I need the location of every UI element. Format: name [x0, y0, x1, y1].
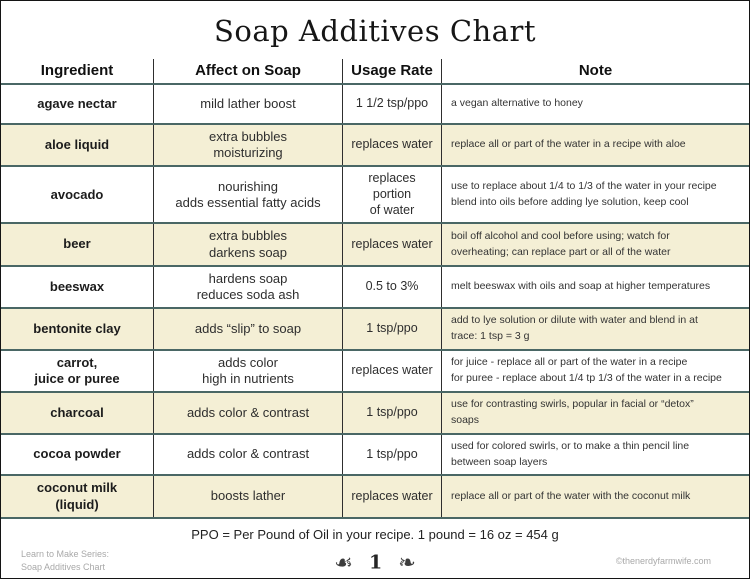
usage-cell: replaces water: [343, 350, 442, 392]
table-row-beer: beer extra bubbles darkens soap replaces…: [1, 224, 749, 267]
ingredient-cell: bentonite clay: [1, 309, 154, 349]
series-label-line1: Learn to Make Series:: [21, 548, 110, 559]
page-number: 1: [368, 551, 383, 574]
note-cell: for juice - replace all or part of the w…: [451, 356, 722, 385]
affect-cell: adds “slip” to soap: [154, 309, 343, 349]
affect-cell: mild lather boost: [154, 84, 343, 123]
usage-cell: replaces water: [343, 224, 442, 265]
page-number-ornament: ☙ 1 ❧: [334, 552, 416, 573]
table-row-bentonite-clay: bentonite clay adds “slip” to soap 1 tsp…: [1, 309, 749, 351]
ingredient-cell: beeswax: [1, 266, 154, 308]
table-header-row: Ingredient Affect on Soap Usage Rate Not…: [1, 58, 749, 85]
usage-cell: replaces water: [343, 124, 442, 166]
note-cell: a vegan alternative to honey: [451, 97, 583, 110]
additives-table: Ingredient Affect on Soap Usage Rate Not…: [1, 58, 749, 519]
flourish-right-icon: ❧: [398, 551, 416, 575]
note-cell: melt beeswax with oils and soap at highe…: [451, 280, 711, 293]
ingredient-cell: beer: [1, 224, 154, 265]
affect-cell: adds color & contrast: [154, 393, 343, 433]
usage-cell: 1 tsp/ppo: [343, 393, 442, 433]
ingredient-cell: agave nectar: [1, 84, 154, 123]
table-row-cocoa-powder: cocoa powder adds color & contrast 1 tsp…: [1, 434, 749, 477]
ingredient-cell: cocoa powder: [1, 434, 154, 475]
ingredient-cell: avocado: [1, 167, 154, 223]
affect-cell: adds color high in nutrients: [154, 350, 343, 392]
affect-cell: boosts lather: [154, 476, 343, 517]
note-cell: replace all or part of the water in a re…: [451, 138, 686, 151]
affect-cell: hardens soap reduces soda ash: [154, 266, 343, 308]
ingredient-cell: aloe liquid: [1, 124, 154, 166]
table-row-coconut-milk: coconut milk (liquid) boosts lather repl…: [1, 476, 749, 519]
affect-cell: nourishing adds essential fatty acids: [154, 167, 343, 223]
flourish-left-icon: ☙: [334, 551, 353, 575]
ingredient-cell: charcoal: [1, 393, 154, 433]
usage-cell: 1 1/2 tsp/ppo: [343, 84, 442, 123]
page-title: Soap Additives Chart: [214, 14, 536, 48]
copyright-label: ©thenerdyfarmwife.com: [615, 555, 711, 566]
note-cell: replace all or part of the water with th…: [451, 489, 691, 502]
table-row-agave-nectar: agave nectar mild lather boost 1 1/2 tsp…: [1, 84, 749, 125]
ingredient-cell: coconut milk (liquid): [1, 476, 154, 517]
ppo-footnote: PPO = Per Pound of Oil in your recipe. 1…: [191, 526, 559, 542]
table-row-charcoal: charcoal adds color & contrast 1 tsp/ppo…: [1, 393, 749, 435]
page-footer: Learn to Make Series: Soap Additives Cha…: [1, 548, 749, 578]
affect-cell: extra bubbles moisturizing: [154, 124, 343, 166]
series-label-line2: Soap Additives Chart: [21, 561, 106, 572]
affect-cell: extra bubbles darkens soap: [154, 224, 343, 265]
table-row-avocado: avocado nourishing adds essential fatty …: [1, 167, 749, 225]
affect-cell: adds color & contrast: [154, 434, 343, 475]
usage-cell: replaces portion of water: [343, 167, 442, 223]
table-row-aloe-liquid: aloe liquid extra bubbles moisturizing r…: [1, 124, 749, 168]
header-usage: Usage Rate: [343, 58, 442, 83]
usage-cell: 0.5 to 3%: [343, 266, 442, 308]
usage-cell: replaces water: [343, 476, 442, 517]
note-cell: use for contrasting swirls, popular in f…: [451, 398, 694, 427]
table-row-beeswax: beeswax hardens soap reduces soda ash 0.…: [1, 266, 749, 310]
ingredient-cell: carrot, juice or puree: [1, 350, 154, 392]
usage-cell: 1 tsp/ppo: [343, 309, 442, 349]
usage-cell: 1 tsp/ppo: [343, 434, 442, 475]
header-note: Note: [578, 61, 613, 79]
header-ingredient: Ingredient: [1, 58, 154, 83]
note-cell: add to lye solution or dilute with water…: [451, 314, 698, 343]
note-cell: use to replace about 1/4 to 1/3 of the w…: [451, 180, 717, 208]
header-affect: Affect on Soap: [154, 58, 343, 83]
series-label: Learn to Make Series: Soap Additives Cha…: [21, 548, 109, 574]
note-cell: used for colored swirls, or to make a th…: [451, 439, 690, 468]
note-cell: boil off alcohol and cool before using; …: [451, 229, 671, 258]
table-row-carrot: carrot, juice or puree adds color high i…: [1, 350, 749, 394]
